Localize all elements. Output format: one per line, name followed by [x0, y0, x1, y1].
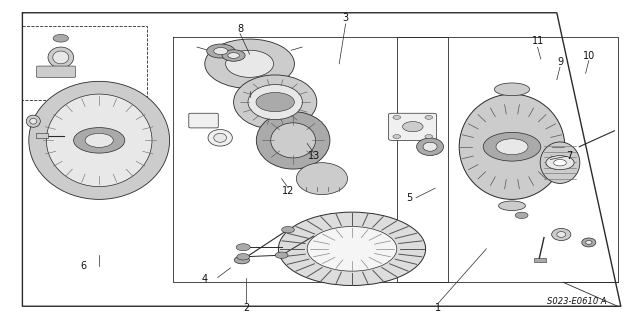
- FancyBboxPatch shape: [36, 133, 48, 138]
- Circle shape: [425, 135, 433, 138]
- Circle shape: [256, 93, 294, 112]
- Text: 8: 8: [237, 24, 243, 34]
- Ellipse shape: [417, 138, 444, 155]
- Ellipse shape: [540, 142, 580, 183]
- Circle shape: [74, 128, 125, 153]
- Circle shape: [214, 48, 228, 55]
- Circle shape: [403, 122, 423, 132]
- Ellipse shape: [582, 238, 596, 247]
- Ellipse shape: [557, 232, 566, 237]
- Ellipse shape: [499, 201, 525, 211]
- Ellipse shape: [248, 85, 302, 120]
- FancyBboxPatch shape: [189, 113, 218, 128]
- Text: 11: 11: [531, 36, 544, 47]
- Circle shape: [85, 133, 113, 147]
- Ellipse shape: [586, 241, 592, 244]
- Circle shape: [554, 160, 566, 166]
- Circle shape: [278, 212, 426, 286]
- Ellipse shape: [52, 51, 69, 64]
- Text: 13: 13: [307, 151, 320, 161]
- FancyBboxPatch shape: [388, 113, 436, 140]
- Ellipse shape: [226, 50, 274, 77]
- FancyBboxPatch shape: [36, 66, 76, 78]
- Ellipse shape: [26, 115, 40, 127]
- Text: 4: 4: [202, 274, 208, 284]
- Text: 5: 5: [406, 193, 413, 203]
- FancyBboxPatch shape: [534, 258, 546, 262]
- Circle shape: [515, 212, 528, 219]
- Text: 12: 12: [282, 186, 294, 197]
- Circle shape: [425, 115, 433, 119]
- Ellipse shape: [208, 130, 232, 146]
- Ellipse shape: [460, 94, 564, 199]
- Ellipse shape: [256, 112, 330, 169]
- Circle shape: [234, 256, 250, 264]
- Text: S023-E0610 A: S023-E0610 A: [547, 297, 607, 306]
- Circle shape: [222, 50, 245, 61]
- Ellipse shape: [205, 39, 294, 89]
- Ellipse shape: [494, 83, 530, 96]
- Text: 6: 6: [80, 261, 86, 271]
- Circle shape: [236, 244, 250, 251]
- Text: 2: 2: [243, 303, 250, 313]
- Circle shape: [275, 252, 288, 258]
- Text: 3: 3: [342, 12, 349, 23]
- Ellipse shape: [552, 228, 571, 241]
- Circle shape: [483, 132, 541, 161]
- Circle shape: [237, 254, 250, 260]
- Circle shape: [228, 53, 239, 58]
- Text: 1: 1: [435, 303, 442, 313]
- Ellipse shape: [29, 81, 170, 199]
- Ellipse shape: [48, 47, 74, 68]
- Circle shape: [282, 226, 294, 233]
- Circle shape: [307, 226, 397, 271]
- Text: 10: 10: [582, 51, 595, 61]
- Circle shape: [496, 139, 528, 155]
- Ellipse shape: [423, 142, 437, 151]
- Text: 7: 7: [566, 151, 573, 161]
- Text: 9: 9: [557, 57, 563, 67]
- Ellipse shape: [214, 133, 227, 142]
- Circle shape: [53, 34, 68, 42]
- Ellipse shape: [46, 94, 152, 187]
- Circle shape: [393, 115, 401, 119]
- Ellipse shape: [271, 123, 316, 158]
- Circle shape: [393, 135, 401, 138]
- Ellipse shape: [296, 163, 348, 195]
- Ellipse shape: [234, 75, 317, 129]
- Ellipse shape: [30, 118, 36, 124]
- Circle shape: [546, 156, 574, 170]
- Circle shape: [207, 44, 235, 58]
